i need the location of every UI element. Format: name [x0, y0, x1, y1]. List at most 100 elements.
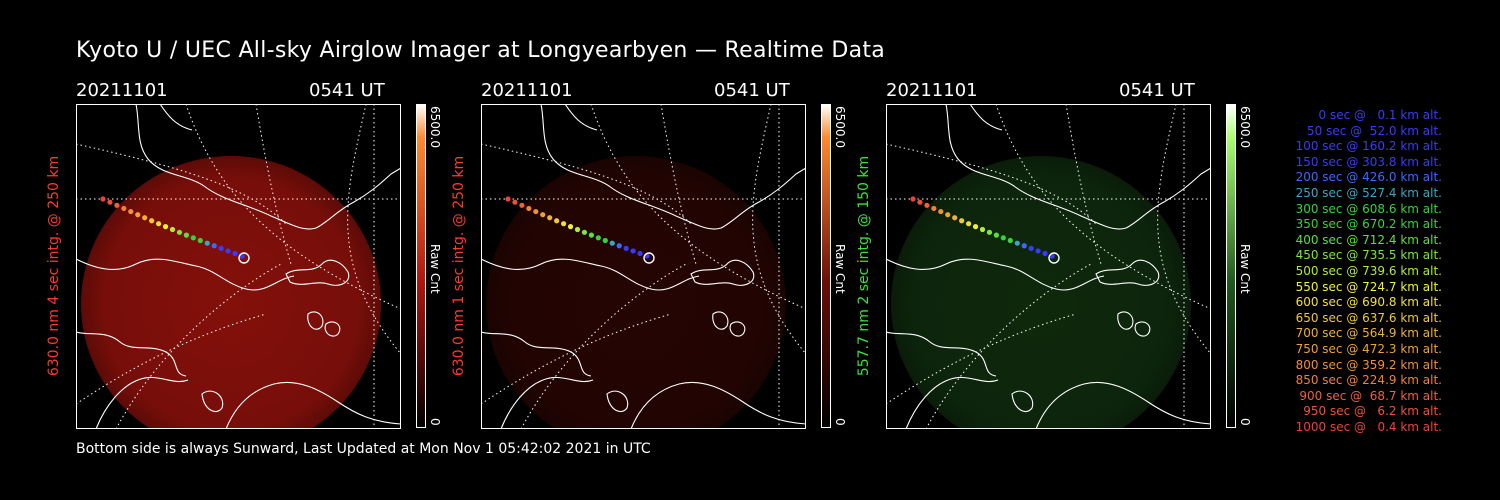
trajectory-point [197, 237, 203, 244]
legend-entry: 900 sec @ 68.7 km alt. [1299, 388, 1442, 403]
coastline [95, 376, 189, 429]
trajectory-point [107, 199, 113, 205]
geomagnetic-grid-line [481, 313, 672, 405]
trajectory-point [142, 215, 148, 221]
geomagnetic-grid-line [886, 313, 1077, 405]
image-frame [76, 104, 401, 429]
coastline [712, 311, 729, 330]
trajectory-point [204, 240, 210, 246]
trajectory-point [959, 218, 965, 224]
allsky-image [481, 104, 806, 429]
trajectory-point [162, 224, 169, 230]
coastline [540, 104, 806, 230]
coastline [135, 104, 401, 230]
legend-entry: 850 sec @ 224.9 km alt. [1295, 373, 1442, 388]
colorbar-min-label: 0 [428, 418, 442, 426]
trajectory-point [623, 245, 629, 251]
geomagnetic-grid-line [115, 263, 282, 429]
colorbar-unit-label: Raw Cnt [428, 244, 442, 294]
colorbar-min-label: 0 [833, 418, 847, 426]
airglow-panel-630nm-4sec: 20211101 0541 UT 630.0 nm 4 sec intg. @ … [46, 80, 476, 430]
coastline [1011, 390, 1034, 412]
coastline [1134, 321, 1151, 337]
legend-entry: 200 sec @ 426.0 km alt. [1295, 170, 1442, 185]
legend-entry: 150 sec @ 303.8 km alt. [1295, 154, 1442, 169]
trajectory-point [121, 205, 127, 212]
coastline [307, 311, 324, 330]
trajectory-point [616, 243, 622, 249]
trajectory-point [512, 199, 518, 205]
trajectory-point [938, 208, 944, 215]
panel-time: 0541 UT [714, 80, 790, 101]
trajectory-point [993, 232, 999, 238]
panel-time: 0541 UT [309, 80, 385, 101]
coastline [76, 331, 187, 377]
legend-entry: 50 sec @ 52.0 km alt. [1307, 123, 1442, 138]
trajectory-point [931, 205, 937, 212]
legend-entry: 1000 sec @ 0.4 km alt. [1295, 419, 1442, 434]
trajectory-point [1014, 240, 1020, 246]
trajectory-point [609, 240, 615, 246]
coastline [225, 381, 401, 429]
legend-entry: 750 sec @ 472.3 km alt. [1295, 341, 1442, 356]
trajectory-point [114, 202, 120, 208]
legend-entry: 650 sec @ 637.6 km alt. [1295, 310, 1442, 325]
trajectory-point [637, 250, 643, 257]
colorbar-unit-label: Raw Cnt [1238, 244, 1252, 294]
coastline [564, 104, 598, 131]
trajectory-point [533, 208, 539, 215]
geomagnetic-grid-line [752, 104, 806, 355]
trajectory-point [952, 215, 958, 221]
legend-entry: 400 sec @ 712.4 km alt. [1295, 232, 1442, 247]
coastline [945, 104, 1211, 230]
trajectory-point [190, 235, 196, 241]
trajectory-point [1021, 243, 1027, 249]
coastline [481, 331, 592, 377]
geomagnetic-grid-line [925, 263, 1092, 429]
trajectory-point [1007, 237, 1013, 244]
trajectory-point [561, 221, 567, 227]
trajectory-point [630, 248, 636, 254]
trajectory-point [540, 212, 546, 218]
station-marker [1048, 252, 1060, 264]
trajectory-point [972, 224, 979, 230]
coastline [201, 390, 224, 412]
trajectory-legend: 0 sec @ 0.1 km alt. 50 sec @ 52.0 km alt.… [1262, 108, 1442, 435]
colorbar-max-label: 6500.0 [833, 106, 847, 148]
airglow-disk [891, 156, 1191, 429]
trajectory-point [135, 212, 141, 218]
coastline [159, 104, 193, 131]
allsky-image [76, 104, 401, 429]
coastline [886, 258, 1105, 291]
panel-wavelength-label: 557.7 nm 2 sec intg. @ 150 km [856, 155, 872, 377]
geomagnetic-grid-line [590, 104, 806, 310]
trajectory-point [176, 229, 183, 235]
legend-entry: 500 sec @ 739.6 km alt. [1295, 263, 1442, 278]
station-marker [238, 252, 250, 264]
airglow-disk [486, 156, 786, 429]
colorbar [416, 104, 426, 428]
airglow-disk [81, 156, 381, 429]
coastline [886, 331, 997, 377]
coastline [500, 376, 594, 429]
coastline [905, 376, 999, 429]
trajectory-point [588, 232, 594, 238]
legend-entry: 250 sec @ 527.4 km alt. [1295, 185, 1442, 200]
trajectory-point [100, 196, 106, 202]
panel-wavelength-label: 630.0 nm 4 sec intg. @ 250 km [46, 155, 62, 377]
trajectory-point [526, 205, 532, 212]
coastline [1095, 259, 1160, 286]
panel-time: 0541 UT [1119, 80, 1195, 101]
trajectory-point [595, 235, 601, 241]
airglow-panel-557nm-2sec: 20211101 0541 UT 557.7 nm 2 sec intg. @ … [856, 80, 1286, 430]
legend-entry: 0 sec @ 0.1 km alt. [1318, 108, 1443, 122]
legend-entry: 300 sec @ 608.6 km alt. [1295, 201, 1442, 216]
trajectory-point [924, 202, 930, 208]
geomagnetic-grid-line [185, 104, 401, 310]
trajectory-point [149, 218, 155, 224]
legend-entry: 950 sec @ 6.2 km alt. [1303, 404, 1442, 419]
legend-entry: 350 sec @ 670.2 km alt. [1295, 217, 1442, 232]
legend-entry: 100 sec @ 160.2 km alt. [1295, 139, 1442, 154]
trajectory-point [986, 229, 993, 235]
trajectory-point [567, 224, 574, 230]
